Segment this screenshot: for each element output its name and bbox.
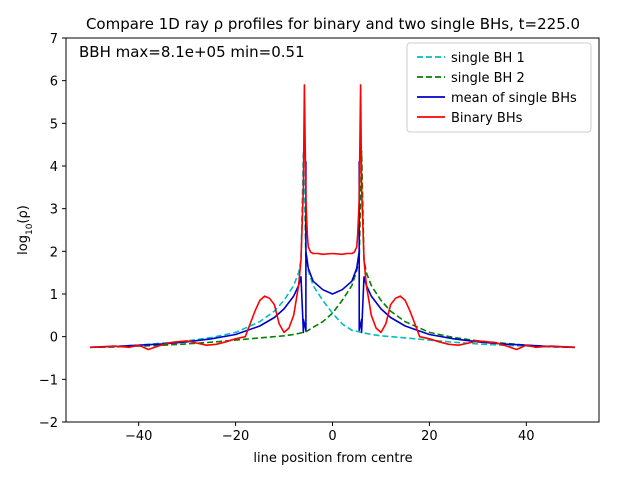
legend-label: mean of single BHs [451,91,577,106]
y-tick-label: −2 [39,416,58,431]
stats-annotation: BBH max=8.1e+05 min=0.51 [79,43,305,61]
y-tick-label: 5 [50,117,58,132]
x-tick-label: −20 [222,429,249,444]
x-tick-label: −40 [125,429,152,444]
x-tick-label: 20 [421,429,438,444]
x-tick-label: 0 [328,429,336,444]
series-line-1 [90,150,575,349]
y-tick-label: −1 [39,373,58,388]
legend-label: single BH 2 [451,71,525,86]
legend-box [406,42,592,133]
series-layer [90,84,575,351]
legend-label: single BH 1 [451,51,525,66]
x-axis: −40 −20 0 20 40 [125,422,535,444]
y-tick-label: 2 [50,245,58,260]
y-tick-label: 3 [50,203,58,218]
series-line-4 [90,84,575,351]
series-line-2 [90,150,575,349]
y-tick-label: 7 [50,32,58,47]
y-tick-label: 0 [50,331,58,346]
legend-label: Binary BHs [451,111,523,126]
y-axis-label: log10(ρ) [16,205,35,255]
chart-title: Compare 1D ray ρ profiles for binary and… [86,15,580,33]
y-tick-label: 4 [50,160,58,175]
y-tick-label: 6 [50,75,58,90]
series-line-3 [90,160,575,349]
legend: single BH 1 single BH 2 mean of single BHs… [406,42,592,133]
x-axis-label: line position from centre [253,451,412,466]
y-tick-label: 1 [50,288,58,303]
y-axis: −2 −1 0 1 2 3 4 5 6 7 [39,32,66,431]
x-tick-label: 40 [518,429,535,444]
